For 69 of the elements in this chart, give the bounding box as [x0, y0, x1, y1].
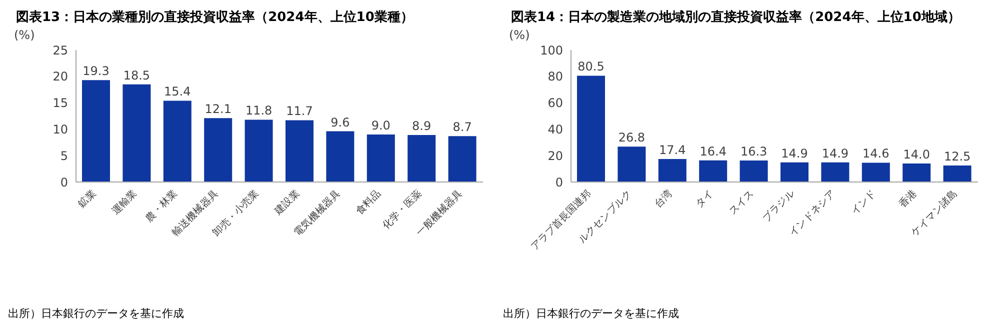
bar	[862, 162, 890, 182]
data-label: 11.7	[286, 104, 313, 118]
bar	[821, 162, 850, 182]
bar	[902, 164, 931, 182]
bar	[163, 100, 192, 182]
y-tick-label: 80	[548, 70, 563, 84]
y-tick-label: 40	[548, 122, 563, 136]
data-label: 16.3	[740, 144, 768, 158]
bar	[658, 159, 686, 182]
y-tick-label: 15	[52, 96, 68, 110]
y-tick-label: 20	[548, 148, 563, 163]
bar	[618, 146, 646, 182]
x-tick-label: 香港	[896, 188, 920, 210]
y-tick-label: 60	[548, 96, 563, 110]
data-label: 8.7	[452, 120, 472, 134]
bar	[943, 166, 972, 182]
bar	[780, 162, 808, 182]
x-tick-label: インド	[849, 188, 878, 218]
y-tick-label: 100	[540, 43, 563, 58]
data-label: 12.1	[204, 102, 232, 116]
y-tick-label: 5	[60, 148, 68, 163]
bar	[448, 136, 476, 182]
bar	[286, 120, 314, 182]
x-tick-label: 運輸業	[109, 188, 140, 218]
y-tick-label: 10	[52, 122, 68, 136]
bar	[204, 118, 232, 182]
data-label: 14.6	[862, 146, 890, 161]
data-label: 14.0	[903, 148, 930, 162]
x-tick-label: 鉱業	[76, 188, 98, 210]
x-tick-label: 台湾	[652, 188, 675, 210]
data-label: 9.6	[330, 115, 350, 130]
bar	[699, 160, 728, 182]
data-label: 19.3	[82, 64, 110, 78]
data-label: 11.8	[245, 104, 272, 118]
data-label: 16.4	[700, 144, 726, 158]
data-label: 8.9	[412, 119, 432, 134]
chart-title: 図表14：日本の製造業の地域別の直接投資収益率（2024年、上位10地域）	[510, 8, 962, 26]
data-label: 9.0	[371, 118, 390, 132]
bar	[408, 135, 436, 182]
bar	[366, 134, 395, 182]
x-tick-label: 建設業	[272, 188, 302, 218]
data-label: 12.5	[944, 150, 971, 164]
bar	[577, 76, 605, 182]
data-label: 80.5	[578, 60, 604, 74]
bar	[244, 120, 273, 182]
data-label: 14.9	[781, 146, 808, 160]
bar	[326, 131, 354, 182]
y-axis-title: (%)	[13, 28, 36, 42]
bar	[740, 160, 768, 182]
y-axis-title: (%)	[508, 28, 531, 42]
bar	[122, 84, 151, 182]
y-tick-label: 0	[555, 175, 563, 190]
data-label: 15.4	[164, 84, 191, 99]
x-tick-label: 農・林業	[143, 188, 180, 224]
y-tick-label: 20	[52, 70, 68, 84]
data-label: 17.4	[659, 143, 686, 158]
text: 出所）日本銀行のデータを基に作成	[8, 307, 184, 320]
y-tick-label: 0	[60, 175, 68, 190]
y-tick-label: 25	[52, 43, 68, 58]
bar	[82, 80, 110, 182]
data-label: 14.9	[822, 146, 849, 160]
text: 出所）日本銀行のデータを基に作成	[503, 307, 679, 320]
data-label: 18.5	[123, 68, 150, 82]
data-label: 26.8	[618, 130, 646, 145]
x-tick-label: ブラジル	[760, 188, 797, 224]
chart-title: 図表13：日本の業種別の直接投資収益率（2024年、上位10業種）	[15, 8, 414, 26]
x-tick-label: タイ	[694, 188, 716, 210]
x-tick-label: 食料品	[354, 188, 384, 218]
x-tick-label: スイス	[727, 188, 756, 218]
